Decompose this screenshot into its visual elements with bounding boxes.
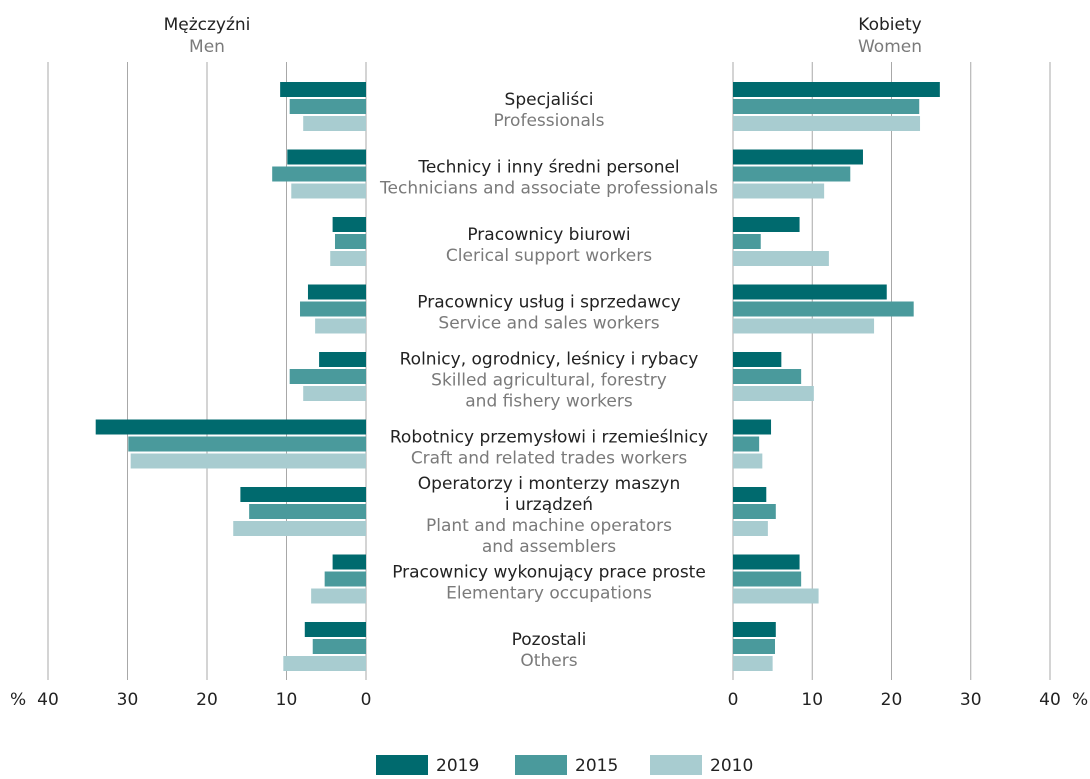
category-label-en: Clerical support workers (446, 246, 652, 266)
bar (312, 639, 366, 654)
bar (307, 284, 366, 300)
category-label-pl: Pracownicy biurowi (467, 225, 630, 245)
bar (733, 656, 773, 671)
bar (289, 99, 366, 114)
category-label-pl: Specjaliści (505, 90, 594, 110)
bar (233, 521, 366, 536)
bar (334, 234, 366, 249)
bar (733, 622, 776, 637)
bar (733, 453, 763, 469)
legend-swatch (376, 755, 428, 775)
bar (280, 82, 366, 97)
bar (733, 234, 761, 249)
bar (733, 436, 760, 452)
bar (287, 149, 366, 165)
bar (304, 622, 366, 637)
bar (733, 639, 776, 654)
legend-label: 2019 (436, 756, 479, 775)
category-label-pl: Pozostali (512, 630, 587, 650)
bar (733, 284, 887, 300)
category-label-pl: Operatorzy i monterzy maszyn (418, 474, 680, 494)
bar (315, 318, 366, 334)
category-label-en: and assemblers (482, 537, 616, 557)
bar (733, 183, 825, 199)
category-label-en: and fishery workers (465, 392, 633, 412)
bar (733, 318, 875, 334)
x-tick-label: 30 (117, 690, 139, 710)
panel-subtitle: Women (858, 37, 922, 57)
bar (733, 571, 802, 587)
bar (291, 183, 366, 199)
legend-swatch (515, 755, 567, 775)
x-tick-label: 10 (801, 690, 823, 710)
x-tick-label: 10 (276, 690, 298, 710)
category-label-en: Technicians and associate professionals (379, 179, 718, 199)
x-tick-label: 20 (196, 690, 218, 710)
x-tick-label: 20 (881, 690, 903, 710)
bar (289, 369, 366, 384)
panel-title: Mężczyźni (164, 15, 251, 35)
unit-label: % (1072, 690, 1088, 710)
bar (311, 588, 366, 604)
bar (283, 656, 366, 671)
bar (733, 99, 920, 114)
category-label-en: Elementary occupations (446, 584, 652, 604)
category-label-pl: Technicy i inny średni personel (417, 158, 679, 178)
x-tick-label: 0 (361, 690, 372, 710)
bar (332, 217, 366, 232)
bar (733, 554, 800, 570)
x-tick-label: 40 (1039, 690, 1061, 710)
x-tick-label: 0 (728, 690, 739, 710)
bar (733, 166, 851, 182)
bar (733, 116, 921, 131)
bar (249, 504, 366, 519)
x-tick-label: 30 (960, 690, 982, 710)
legend-swatch (650, 755, 702, 775)
bar (733, 217, 800, 232)
bar (733, 149, 863, 165)
bar (733, 521, 768, 536)
bar (332, 554, 366, 570)
category-label-en: Craft and related trades workers (411, 449, 688, 469)
bar (330, 251, 366, 266)
bar (733, 386, 814, 401)
bar (130, 453, 366, 469)
bar (319, 352, 366, 367)
bar (733, 352, 782, 367)
bar (733, 369, 802, 384)
category-label-pl: Pracownicy usług i sprzedawcy (417, 293, 680, 313)
bar (733, 588, 819, 604)
bar (272, 166, 366, 182)
category-label-en: Professionals (493, 111, 604, 131)
bar (733, 251, 829, 266)
category-label-pl: i urządzeń (505, 495, 593, 515)
category-label-pl: Rolnicy, ogrodnicy, leśnicy i rybacy (400, 350, 699, 370)
legend-label: 2015 (575, 756, 618, 775)
bar (303, 116, 366, 131)
panel-title: Kobiety (858, 15, 921, 35)
bar (733, 82, 940, 97)
bar (733, 301, 914, 317)
bar (128, 436, 366, 452)
bar (300, 301, 366, 317)
bar (324, 571, 366, 587)
bar (733, 504, 776, 519)
panel-subtitle: Men (189, 37, 225, 57)
bar (303, 386, 366, 401)
bar (240, 487, 366, 502)
category-label-en: Plant and machine operators (426, 516, 672, 536)
bar (733, 487, 767, 502)
bar (733, 419, 772, 435)
legend-label: 2010 (710, 756, 753, 775)
category-label-en: Skilled agricultural, forestry (431, 371, 667, 391)
bar (95, 419, 366, 435)
category-label-pl: Robotnicy przemysłowi i rzemieślnicy (390, 428, 708, 448)
category-label-pl: Pracownicy wykonujący prace proste (392, 563, 706, 583)
x-tick-label: 40 (37, 690, 59, 710)
unit-label: % (10, 690, 26, 710)
category-label-en: Service and sales workers (438, 314, 659, 334)
category-label-en: Others (520, 651, 577, 671)
